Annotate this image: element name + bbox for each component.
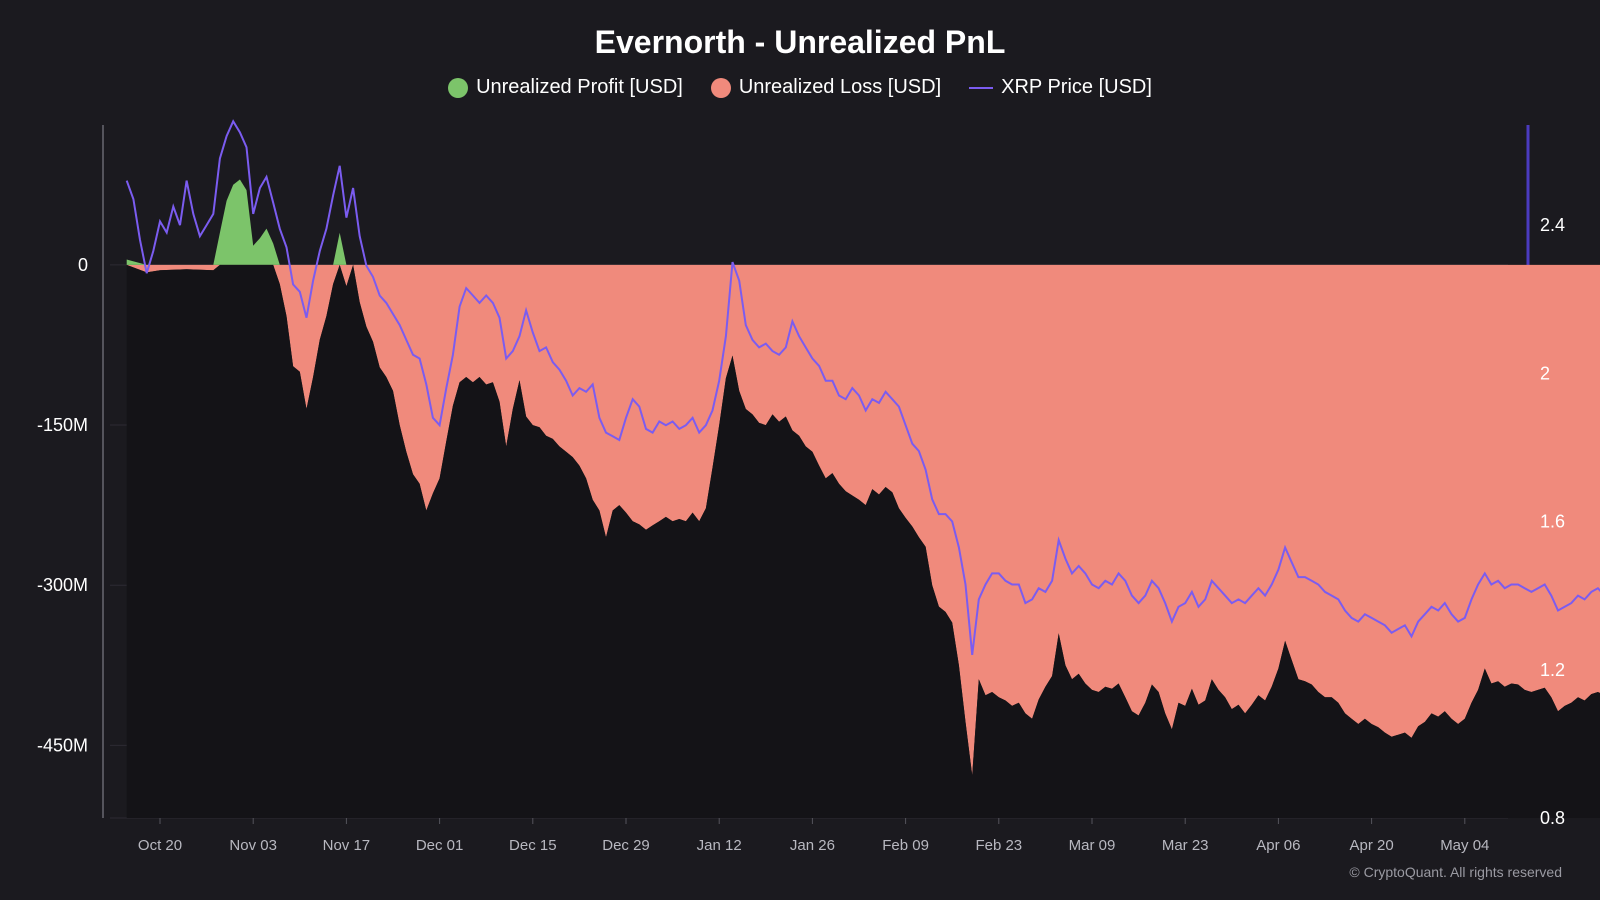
- legend-loss-label: Unrealized Loss [USD]: [738, 76, 942, 98]
- legend-profit-dot: [448, 77, 469, 98]
- legend-loss-dot: [710, 77, 731, 98]
- legend-price-label: XRP Price [USD]: [1001, 76, 1152, 98]
- chart-title: Evernorth - Unrealized PnL: [594, 24, 1006, 60]
- x-tick-label: Dec 01: [416, 837, 464, 854]
- x-tick-label: Dec 15: [509, 837, 557, 854]
- x-tick-label: Jan 12: [697, 837, 742, 854]
- x-tick-label: Nov 17: [323, 837, 371, 854]
- y-right-tick-label: 1.6: [1540, 512, 1565, 532]
- x-tick-label: Oct 20: [138, 837, 182, 854]
- x-tick-label: Nov 03: [229, 837, 277, 854]
- legend-item-profit[interactable]: Unrealized Profit [USD]: [448, 76, 683, 99]
- x-tick-label: Feb 09: [882, 837, 929, 854]
- loss-area: [126, 264, 1600, 776]
- x-tick-label: May 04: [1440, 837, 1489, 854]
- copyright-text: © CryptoQuant. All rights reserved: [1349, 864, 1562, 880]
- y-right-tick-label: 0.8: [1540, 808, 1565, 828]
- x-tick-label: Feb 23: [975, 837, 1022, 854]
- legend-price-line: [969, 86, 994, 89]
- xrp-price-line: [125, 119, 1600, 656]
- chart-legend: Unrealized Profit [USD] Unrealized Loss …: [0, 76, 1600, 99]
- y-right-tick-label: 2: [1540, 363, 1550, 383]
- legend-item-price[interactable]: XRP Price [USD]: [969, 76, 1152, 99]
- legend-profit-label: Unrealized Profit [USD]: [476, 76, 683, 98]
- x-tick-label: Mar 23: [1162, 837, 1209, 854]
- x-tick-label: Apr 20: [1349, 837, 1393, 854]
- x-tick-label: Dec 29: [602, 837, 650, 854]
- y-left-tick-label: -150M: [37, 415, 88, 435]
- y-left-tick-label: -450M: [37, 735, 88, 755]
- y-left-tick-label: 0: [78, 255, 88, 275]
- x-tick-label: Apr 06: [1256, 837, 1300, 854]
- x-tick-label: Mar 09: [1069, 837, 1116, 854]
- x-tick-label: Jan 26: [790, 837, 835, 854]
- legend-item-loss[interactable]: Unrealized Loss [USD]: [710, 76, 942, 99]
- profit-area: [126, 179, 1600, 265]
- y-right-tick-label: 2.4: [1540, 215, 1565, 235]
- y-left-tick-label: -300M: [37, 575, 88, 595]
- y-right-tick-label: 1.2: [1540, 660, 1565, 680]
- pnl-below-area: [126, 264, 1600, 818]
